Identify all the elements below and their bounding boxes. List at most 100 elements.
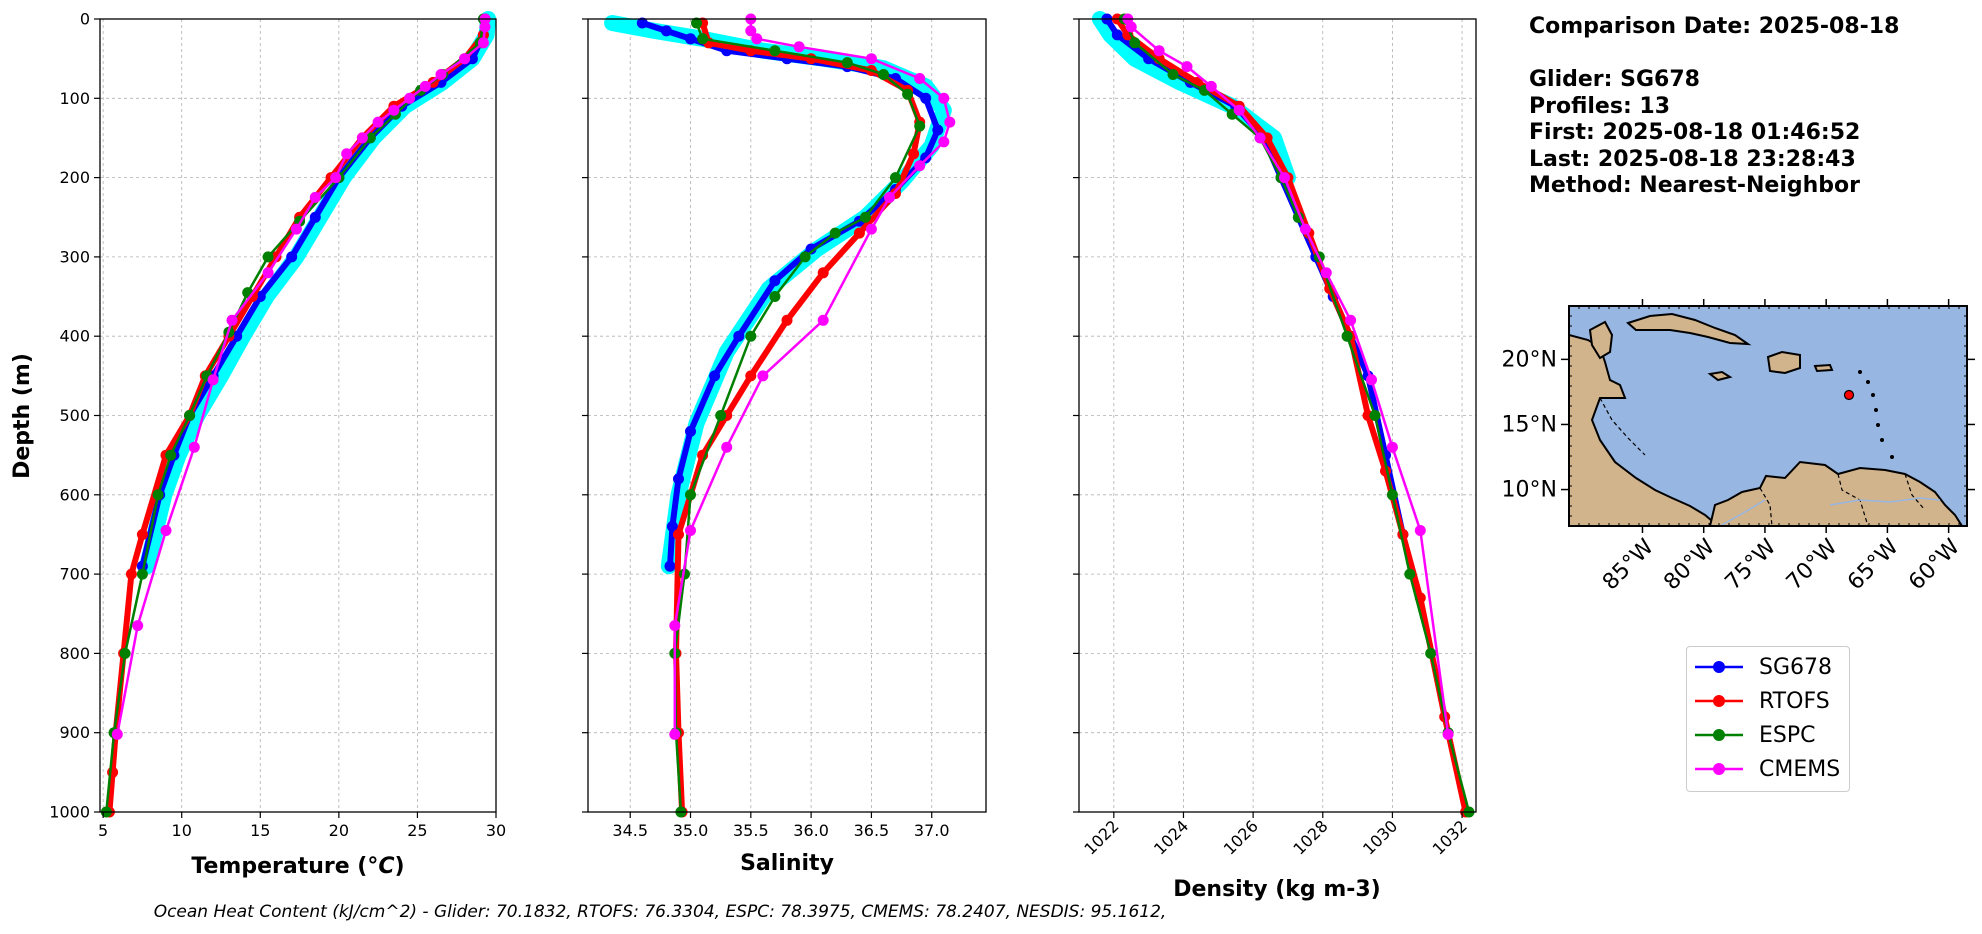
salinity-point-espc-13 bbox=[715, 410, 727, 421]
first-time: First: 2025-08-18 01:46:52 bbox=[1529, 120, 1861, 145]
temperature-ytick-label-3: 300 bbox=[59, 247, 90, 266]
salinity-point-cmems-8 bbox=[938, 136, 950, 148]
density-point-cmems-10 bbox=[1345, 314, 1357, 326]
salinity-series bbox=[636, 13, 956, 818]
density-point-cmems-13 bbox=[1414, 525, 1426, 536]
temperature-point-sg678-8 bbox=[286, 251, 298, 263]
temperature-ytick-label-8: 800 bbox=[59, 644, 90, 663]
density-point-cmems-5 bbox=[1233, 104, 1245, 116]
temperature-point-espc-8 bbox=[262, 251, 274, 263]
map-lon-label-4: 65°W bbox=[1843, 534, 1904, 595]
density-point-cmems-2 bbox=[1153, 45, 1165, 57]
temperature-ytick-label-9: 900 bbox=[59, 723, 90, 742]
temperature-ytick-label-10: 1000 bbox=[49, 803, 90, 822]
density-profiles-band bbox=[1091, 11, 1296, 186]
salinity-point-espc-3 bbox=[841, 57, 853, 69]
salinity-xlabel: Salinity bbox=[740, 851, 834, 876]
salinity-point-sg678-15 bbox=[709, 370, 721, 382]
border-line-3 bbox=[1837, 473, 1869, 526]
island-dot-5 bbox=[1876, 423, 1880, 427]
density-point-espc-2 bbox=[1167, 69, 1179, 80]
density-point-sg678-1 bbox=[1111, 29, 1123, 41]
salinity-point-cmems-4 bbox=[865, 53, 877, 65]
temperature-ytick-label-2: 200 bbox=[59, 168, 90, 187]
salinity-point-sg678-8 bbox=[932, 124, 944, 136]
salinity-point-rtofs-11 bbox=[781, 314, 793, 326]
salinity-point-cmems-1 bbox=[745, 25, 757, 37]
salinity-point-espc-2 bbox=[769, 45, 781, 57]
temperature-point-sg678-9 bbox=[254, 291, 266, 302]
salinity-point-espc-0 bbox=[691, 17, 702, 29]
border-line-1 bbox=[1599, 397, 1646, 456]
temperature-ticks: 5 10 15 20 25 3001002003004005006007008009001… bbox=[49, 10, 506, 841]
ohc-summary: Ocean Heat Content (kJ/cm^2) - Glider: 7… bbox=[153, 902, 1167, 922]
density-xtick-label-3: 1028 bbox=[1289, 816, 1331, 858]
island-dot-4 bbox=[1874, 408, 1878, 412]
yucatan-land bbox=[1588, 320, 1614, 360]
legend-item-cmems: CMEMS bbox=[1693, 752, 1840, 786]
salinity-point-espc-8 bbox=[859, 211, 871, 223]
temperature-point-cmems-1 bbox=[479, 21, 491, 33]
map-lon-label-3: 70°W bbox=[1782, 534, 1843, 595]
temperature-xtick-label-2: 15 bbox=[250, 821, 270, 840]
map-borders bbox=[1599, 397, 1926, 526]
island-dot-2 bbox=[1866, 380, 1870, 384]
salinity-point-cmems-15 bbox=[685, 525, 696, 536]
salinity-point-cmems-9 bbox=[914, 160, 926, 172]
salinity-point-espc-4 bbox=[878, 69, 889, 80]
salinity-xtick-label-5: 37.0 bbox=[914, 821, 950, 840]
temperature-point-espc-14 bbox=[152, 489, 164, 501]
density-panel: 1022 1024 1026 1028 1030 1032 Density (kg m-3… bbox=[1073, 11, 1477, 902]
temperature-ytick-label-5: 500 bbox=[59, 406, 90, 425]
temperature-xtick-label-5: 30 bbox=[486, 821, 506, 840]
legend-swatch-espc bbox=[1695, 729, 1743, 741]
density-glider-profiles bbox=[1091, 11, 1296, 186]
salinity-point-sg678-7 bbox=[920, 92, 932, 104]
salinity-point-sg678-9 bbox=[920, 152, 932, 164]
temperature-ytick-label-7: 700 bbox=[59, 565, 90, 584]
map-rivers bbox=[1719, 497, 1941, 526]
salinity-point-rtofs-9 bbox=[853, 227, 865, 239]
salinity-xtick-label-2: 35.5 bbox=[733, 821, 769, 840]
density-point-cmems-9 bbox=[1320, 267, 1332, 279]
salinity-point-cmems-14 bbox=[721, 441, 733, 453]
last-time: Last: 2025-08-18 23:28:43 bbox=[1529, 146, 1856, 172]
legend-swatch-sg678 bbox=[1695, 661, 1743, 673]
salinity-point-cmems-16 bbox=[669, 620, 681, 632]
legend-label-rtofs: RTOFS bbox=[1759, 688, 1830, 714]
salinity-point-rtofs-10 bbox=[817, 267, 829, 279]
temperature-panel: 5 10 15 20 25 3001002003004005006007008009001… bbox=[10, 10, 506, 880]
legend-item-espc: ESPC bbox=[1693, 718, 1816, 752]
salinity-ticks: 34.5 35.0 35.5 36.0 36.5 37.0 bbox=[582, 18, 950, 840]
salinity-xtick-label-1: 35.0 bbox=[673, 821, 709, 840]
density-xtick-label-5: 1032 bbox=[1429, 816, 1471, 858]
temperature-point-cmems-8 bbox=[372, 116, 384, 128]
density-point-espc-13 bbox=[1425, 647, 1437, 659]
map-lat-label-0: 20°N bbox=[1502, 347, 1557, 372]
temperature-point-cmems-11 bbox=[330, 172, 342, 184]
info-spacer: ​ bbox=[1529, 41, 1899, 68]
salinity-point-sg678-17 bbox=[673, 473, 684, 485]
salinity-xtick-label-3: 36.0 bbox=[793, 821, 829, 840]
salinity-point-espc-12 bbox=[745, 330, 757, 342]
temperature-xlabel: Temperature (°C) bbox=[191, 854, 404, 879]
river-1 bbox=[1719, 499, 1766, 526]
density-xtick-label-2: 1026 bbox=[1220, 816, 1262, 858]
map-land bbox=[1569, 312, 1964, 526]
salinity-point-espc-10 bbox=[799, 251, 811, 263]
temperature-xtick-label-1: 10 bbox=[172, 821, 192, 840]
salinity-point-espc-11 bbox=[769, 291, 781, 302]
legend: SG678 RTOFS ESPC CMEMS bbox=[1686, 646, 1850, 792]
temperature-point-cmems-2 bbox=[477, 37, 489, 49]
lesser-antilles bbox=[1858, 370, 1894, 459]
density-point-cmems-7 bbox=[1279, 172, 1290, 184]
puerto-rico-land bbox=[1813, 363, 1834, 373]
salinity-point-cmems-5 bbox=[914, 73, 926, 84]
salinity-point-espc-5 bbox=[902, 88, 914, 100]
density-point-cmems-12 bbox=[1386, 441, 1398, 453]
info-block: Comparison Date: 2025-08-18​Glider: SG67… bbox=[1529, 14, 1899, 200]
density-point-cmems-1 bbox=[1125, 21, 1137, 33]
map-lon-label-0: 85°W bbox=[1598, 534, 1659, 595]
density-point-espc-10 bbox=[1369, 410, 1381, 421]
